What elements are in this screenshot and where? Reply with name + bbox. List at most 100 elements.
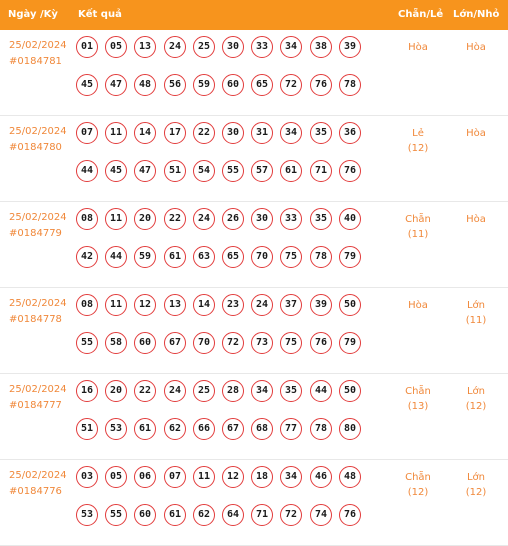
big-small-label: Hòa — [466, 214, 486, 225]
number-ball: 53 — [105, 418, 127, 440]
even-odd-result: Hòa — [398, 298, 438, 313]
even-odd-result: Hòa — [398, 40, 438, 55]
big-small-label: Lớn — [466, 300, 486, 311]
number-ball: 48 — [339, 466, 361, 488]
draw-date: 25/02/2024 — [9, 470, 67, 481]
number-line: 44 45 47 51 54 55 57 61 71 76 — [76, 160, 366, 198]
draw-info: 25/02/2024 #0184779 — [9, 210, 67, 242]
number-ball: 73 — [251, 332, 273, 354]
number-ball: 65 — [251, 74, 273, 96]
number-line: 08 11 20 22 24 26 30 33 35 40 — [76, 208, 366, 246]
number-ball: 31 — [251, 122, 273, 144]
draw-id: #0184777 — [9, 400, 62, 411]
number-ball: 34 — [280, 36, 302, 58]
number-ball: 70 — [193, 332, 215, 354]
header-big-small: Lớn/Nhỏ — [453, 9, 500, 20]
number-ball: 76 — [339, 160, 361, 182]
number-ball: 44 — [76, 160, 98, 182]
number-ball: 67 — [164, 332, 186, 354]
even-odd-label: Lẻ — [412, 128, 424, 139]
number-line: 51 53 61 62 66 67 68 77 78 80 — [76, 418, 366, 456]
number-ball: 64 — [222, 504, 244, 526]
number-ball: 79 — [339, 332, 361, 354]
number-ball: 66 — [193, 418, 215, 440]
number-ball: 77 — [280, 418, 302, 440]
number-ball: 24 — [164, 380, 186, 402]
number-ball: 63 — [193, 246, 215, 268]
number-ball: 34 — [280, 122, 302, 144]
number-ball: 76 — [310, 74, 332, 96]
number-line: 16 20 22 24 25 28 34 35 44 50 — [76, 380, 366, 418]
draw-id: #0184780 — [9, 142, 62, 153]
even-odd-count: (13) — [407, 401, 429, 412]
number-ball: 47 — [105, 74, 127, 96]
draw-date: 25/02/2024 — [9, 298, 67, 309]
even-odd-label: Hòa — [408, 300, 428, 311]
table-row: 25/02/2024 #0184779 08 11 20 22 24 26 30 33 35 40 42… — [0, 202, 508, 288]
number-ball: 60 — [134, 504, 156, 526]
number-ball: 11 — [105, 122, 127, 144]
big-small-result: Lớn (12) — [453, 470, 499, 500]
number-line: 45 47 48 56 59 60 65 72 76 78 — [76, 74, 366, 112]
number-ball: 58 — [105, 332, 127, 354]
number-ball: 20 — [105, 380, 127, 402]
number-ball: 56 — [164, 74, 186, 96]
number-ball: 05 — [105, 36, 127, 58]
number-ball: 07 — [164, 466, 186, 488]
number-ball: 44 — [310, 380, 332, 402]
number-ball: 33 — [251, 36, 273, 58]
number-ball: 33 — [280, 208, 302, 230]
number-ball: 20 — [134, 208, 156, 230]
big-small-label: Hòa — [466, 42, 486, 53]
number-ball: 24 — [193, 208, 215, 230]
number-ball: 24 — [164, 36, 186, 58]
draw-date: 25/02/2024 — [9, 40, 67, 51]
number-ball: 45 — [105, 160, 127, 182]
number-ball: 06 — [134, 466, 156, 488]
number-ball: 38 — [310, 36, 332, 58]
number-ball: 35 — [280, 380, 302, 402]
table-row: 25/02/2024 #0184777 16 20 22 24 25 28 34 35 44 50 51… — [0, 374, 508, 460]
number-ball: 74 — [310, 504, 332, 526]
number-ball: 37 — [280, 294, 302, 316]
number-ball: 54 — [193, 160, 215, 182]
number-ball: 05 — [105, 466, 127, 488]
number-ball: 72 — [280, 504, 302, 526]
number-ball: 42 — [76, 246, 98, 268]
number-ball: 25 — [193, 36, 215, 58]
number-ball: 55 — [76, 332, 98, 354]
number-ball: 57 — [251, 160, 273, 182]
even-odd-result: Chẵn (12) — [398, 470, 438, 500]
number-ball: 61 — [164, 504, 186, 526]
even-odd-label: Chẵn — [405, 214, 431, 225]
result-numbers: 08 11 12 13 14 23 24 37 39 50 55 58 60 67 70 72 73 75 76 79 — [76, 294, 366, 370]
number-line: 07 11 14 17 22 30 31 34 35 36 — [76, 122, 366, 160]
result-numbers: 03 05 06 07 11 12 18 34 46 48 53 55 60 61 62 64 71 72 74 76 — [76, 466, 366, 542]
even-odd-result: Chẵn (13) — [398, 384, 438, 414]
draw-info: 25/02/2024 #0184778 — [9, 296, 67, 328]
number-line: 42 44 59 61 63 65 70 75 78 79 — [76, 246, 366, 284]
number-ball: 13 — [164, 294, 186, 316]
number-ball: 71 — [251, 504, 273, 526]
number-ball: 18 — [251, 466, 273, 488]
number-line: 55 58 60 67 70 72 73 75 76 79 — [76, 332, 366, 370]
number-ball: 75 — [280, 246, 302, 268]
big-small-count: (12) — [465, 487, 487, 498]
number-ball: 26 — [222, 208, 244, 230]
number-ball: 17 — [164, 122, 186, 144]
number-ball: 36 — [339, 122, 361, 144]
big-small-label: Lớn — [466, 386, 486, 397]
table-header: Ngày /Kỳ Kết quả Chẵn/Lẻ Lớn/Nhỏ — [0, 0, 508, 30]
number-ball: 12 — [134, 294, 156, 316]
number-ball: 59 — [193, 74, 215, 96]
big-small-label: Lớn — [466, 472, 486, 483]
header-even-odd: Chẵn/Lẻ — [398, 9, 444, 20]
draw-date: 25/02/2024 — [9, 212, 67, 223]
number-ball: 70 — [251, 246, 273, 268]
number-ball: 79 — [339, 246, 361, 268]
draw-id: #0184779 — [9, 228, 62, 239]
even-odd-count: (12) — [407, 487, 429, 498]
number-ball: 22 — [164, 208, 186, 230]
number-ball: 14 — [134, 122, 156, 144]
number-ball: 07 — [76, 122, 98, 144]
